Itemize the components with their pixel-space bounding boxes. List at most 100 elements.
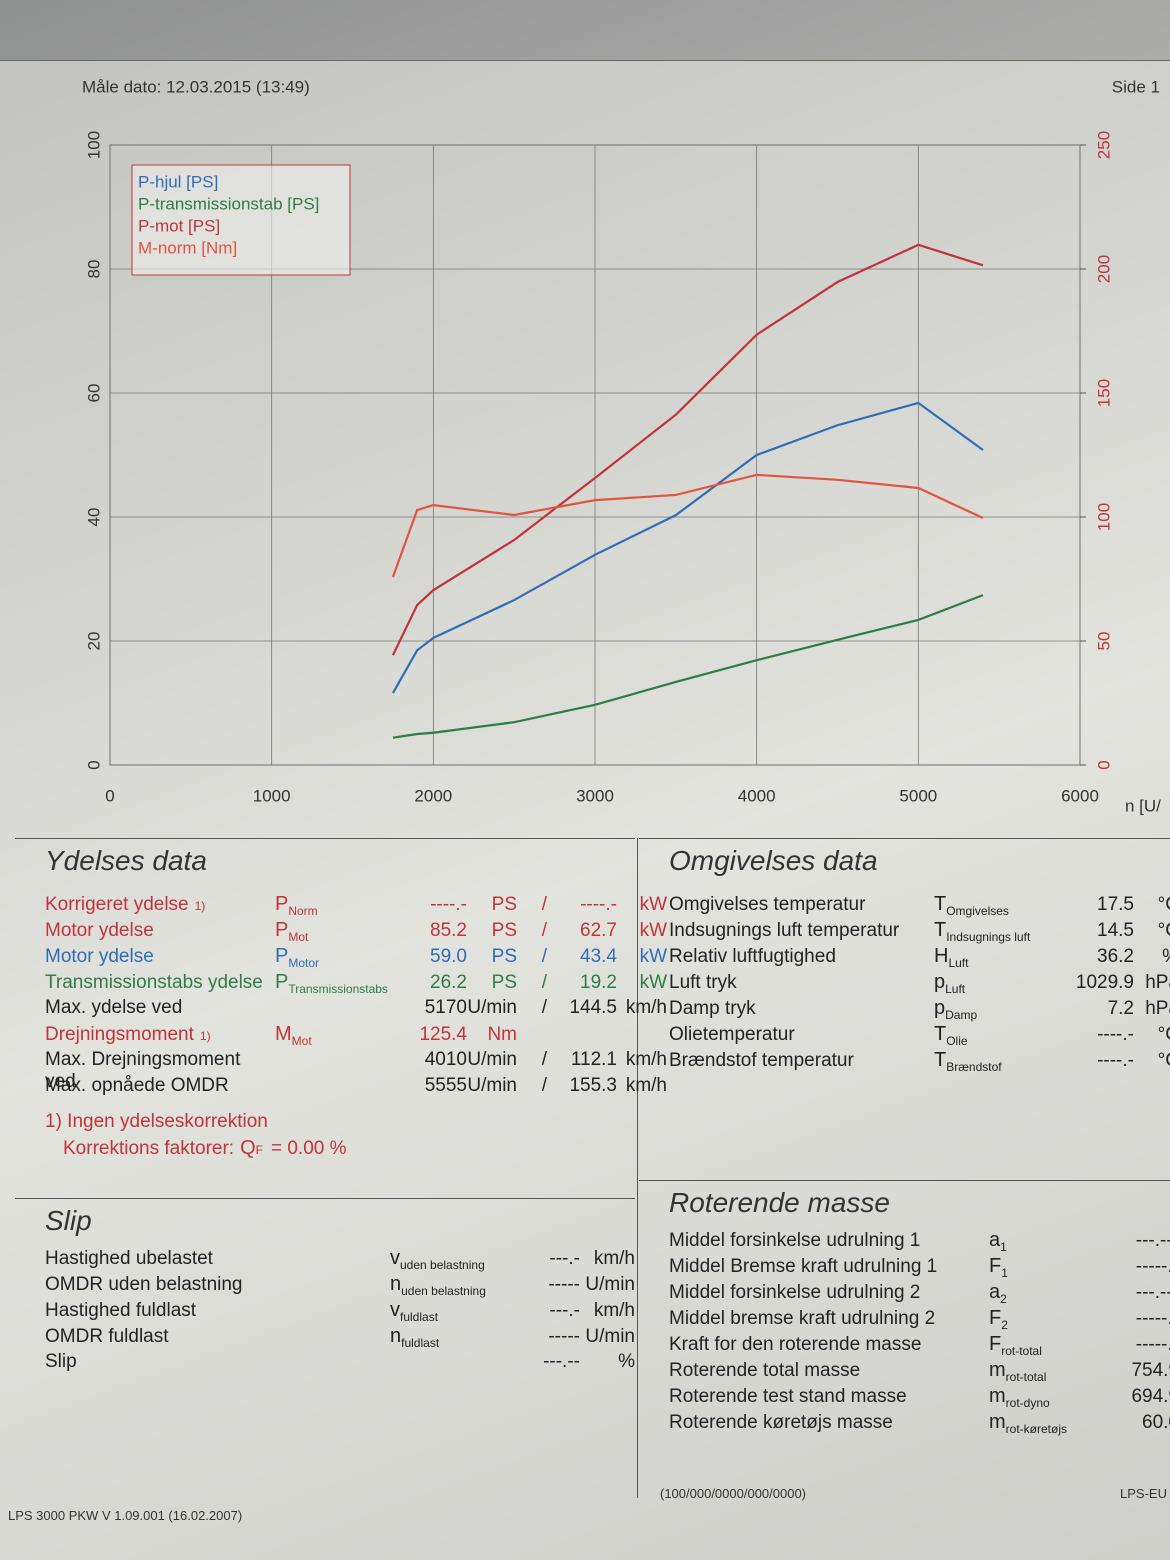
row-label: Motor ydelse: [45, 920, 275, 942]
table-row: Transmissionstabs ydelse PTransmissionsta…: [15, 971, 667, 997]
row-symbol: TOlie: [934, 1023, 1054, 1048]
symbol-main: T: [934, 1023, 947, 1045]
row-symbol: PMotor: [275, 945, 395, 970]
row-value: -----.-: [1135, 1334, 1170, 1355]
footer-version: LPS 3000 PKW V 1.09.001 (16.02.2007): [8, 1508, 243, 1523]
row-value: /: [541, 894, 547, 915]
section: Slip Hastighed ubelastet vuden belastning -…: [15, 1198, 635, 1377]
symbol-sub: Motor: [288, 956, 320, 970]
row-value: PS: [491, 920, 517, 941]
symbol-sub: Brændstof: [946, 1060, 1002, 1074]
row-label-text: OMDR fuldlast: [45, 1326, 169, 1347]
symbol-sub: Indsugnings luft: [946, 930, 1031, 944]
row-label: Olietemperatur: [669, 1024, 934, 1046]
symbol-sub: Olie: [946, 1034, 968, 1048]
row-symbol: MMot: [275, 1023, 395, 1048]
symbol-sub: rot-dyno: [1005, 1396, 1050, 1410]
note-line: 1) Ingen ydelseskorrektion: [45, 1111, 268, 1132]
symbol-main: p: [934, 971, 946, 993]
row-label-text: Middel forsinkelse udrulning 1: [669, 1230, 921, 1251]
y-tick-label: 0: [84, 760, 103, 769]
row-label: Slip: [45, 1351, 390, 1373]
row-value: 14.5: [1097, 920, 1134, 941]
symbol-main: P: [275, 919, 289, 941]
table-row: Middel forsinkelse udrulning 1 a1 ---.---: [639, 1229, 1170, 1255]
measure-date: Måle dato: 12.03.2015 (13:49): [82, 77, 310, 96]
row-label-text: Drejningsmoment: [45, 1024, 194, 1045]
row-label: Damp tryk: [669, 998, 934, 1020]
row-label-text: Roterende køretøjs masse: [669, 1412, 893, 1433]
table-row: Max. opnåede OMDR 5555 U/min / 155.3 km/h: [15, 1075, 667, 1101]
row-symbol: PNorm: [275, 893, 395, 918]
row-value: -----.-: [1135, 1308, 1170, 1329]
row-label: Middel forsinkelse udrulning 1: [669, 1230, 989, 1252]
table-row: Indsugnings luft temperatur TIndsugnings …: [639, 919, 1170, 945]
row-label: Indsugnings luft temperatur: [669, 920, 934, 942]
row-value: /: [541, 972, 547, 993]
series-line: [391, 473, 984, 578]
row-label: Max. ydelse ved: [45, 997, 275, 1019]
row-value: 144.5: [569, 997, 617, 1018]
row-value: 1029.9: [1075, 972, 1134, 993]
row-symbol: nfuldlast: [390, 1325, 515, 1350]
row-value: /: [541, 1075, 547, 1096]
row-symbol: vfuldlast: [390, 1299, 515, 1324]
symbol-main: a: [989, 1281, 1001, 1303]
x-tick-label: 5000: [899, 786, 937, 805]
row-value: 19.2: [580, 972, 617, 993]
symbol-sub: 2: [1001, 1318, 1008, 1332]
symbol-main: T: [934, 893, 947, 915]
row-label: Brændstof temperatur: [669, 1050, 934, 1072]
row-label: Hastighed ubelastet: [45, 1248, 390, 1270]
table-row: Damp tryk pDamp 7.2 hPa: [639, 997, 1170, 1023]
row-value: kW: [639, 972, 667, 993]
table-row: Roterende test stand masse mrot-dyno 694.9: [639, 1385, 1170, 1411]
row-symbol: mrot-dyno: [989, 1385, 1099, 1410]
row-value: 36.2: [1097, 946, 1134, 967]
row-value: ---.---: [1135, 1282, 1170, 1303]
legend-box: [131, 164, 351, 276]
section-title: Roterende masse: [669, 1187, 891, 1218]
row-symbol: vuden belastning: [390, 1247, 515, 1272]
table-row: Max. ydelse ved 5170 U/min / 144.5 km/h: [15, 997, 667, 1023]
row-value: °C: [1157, 1024, 1170, 1045]
symbol-sub: Mot: [291, 1034, 312, 1048]
symbol-main: F: [989, 1333, 1002, 1355]
row-value: -----.-: [1135, 1256, 1170, 1277]
row-value: 754.9: [1131, 1360, 1170, 1381]
symbol-main: n: [390, 1325, 402, 1347]
row-value: U/min: [467, 1075, 517, 1096]
row-value: ---.--: [543, 1351, 580, 1372]
row-symbol: Frot-total: [989, 1333, 1099, 1358]
row-label: Motor ydelse: [45, 946, 275, 968]
row-value: hPa: [1145, 972, 1170, 993]
divider: [637, 838, 638, 1498]
row-value: °C: [1157, 1050, 1170, 1071]
row-label-text: Motor ydelse: [45, 920, 154, 941]
section: Roterende masse Middel forsinkelse udruln…: [639, 1180, 1170, 1437]
x-tick-label: 0: [105, 786, 114, 805]
row-value: -----: [548, 1274, 580, 1295]
row-value: PS: [491, 946, 517, 967]
y-tick-label: 40: [84, 508, 103, 527]
row-label-text: Hastighed ubelastet: [45, 1248, 213, 1269]
row-value: -----: [548, 1326, 580, 1347]
section: Omgivelses data Omgivelses temperatur TOmg…: [639, 838, 1170, 1075]
row-symbol: TOmgivelses: [934, 893, 1054, 918]
row-value: 26.2: [430, 972, 467, 993]
row-value: /: [541, 1049, 547, 1070]
row-value: hPa: [1145, 998, 1170, 1019]
row-value: /: [541, 920, 547, 941]
row-value: 43.4: [580, 946, 617, 967]
row-symbol: a2: [989, 1281, 1099, 1306]
symbol-sub: Omgivelses: [946, 904, 1009, 918]
section: Ydelses data Korrigeret ydelse 1) PNorm ----…: [15, 838, 667, 1163]
row-value: /: [541, 946, 547, 967]
row-value: 85.2: [430, 920, 467, 941]
table-row: Middel forsinkelse udrulning 2 a2 ---.---: [639, 1281, 1170, 1307]
row-label-text: Olietemperatur: [669, 1024, 795, 1045]
section-title: Slip: [45, 1205, 92, 1236]
row-label: Omgivelses temperatur: [669, 894, 934, 916]
y-tick-label: 60: [84, 384, 103, 403]
row-value: ----.-: [1097, 1024, 1134, 1045]
